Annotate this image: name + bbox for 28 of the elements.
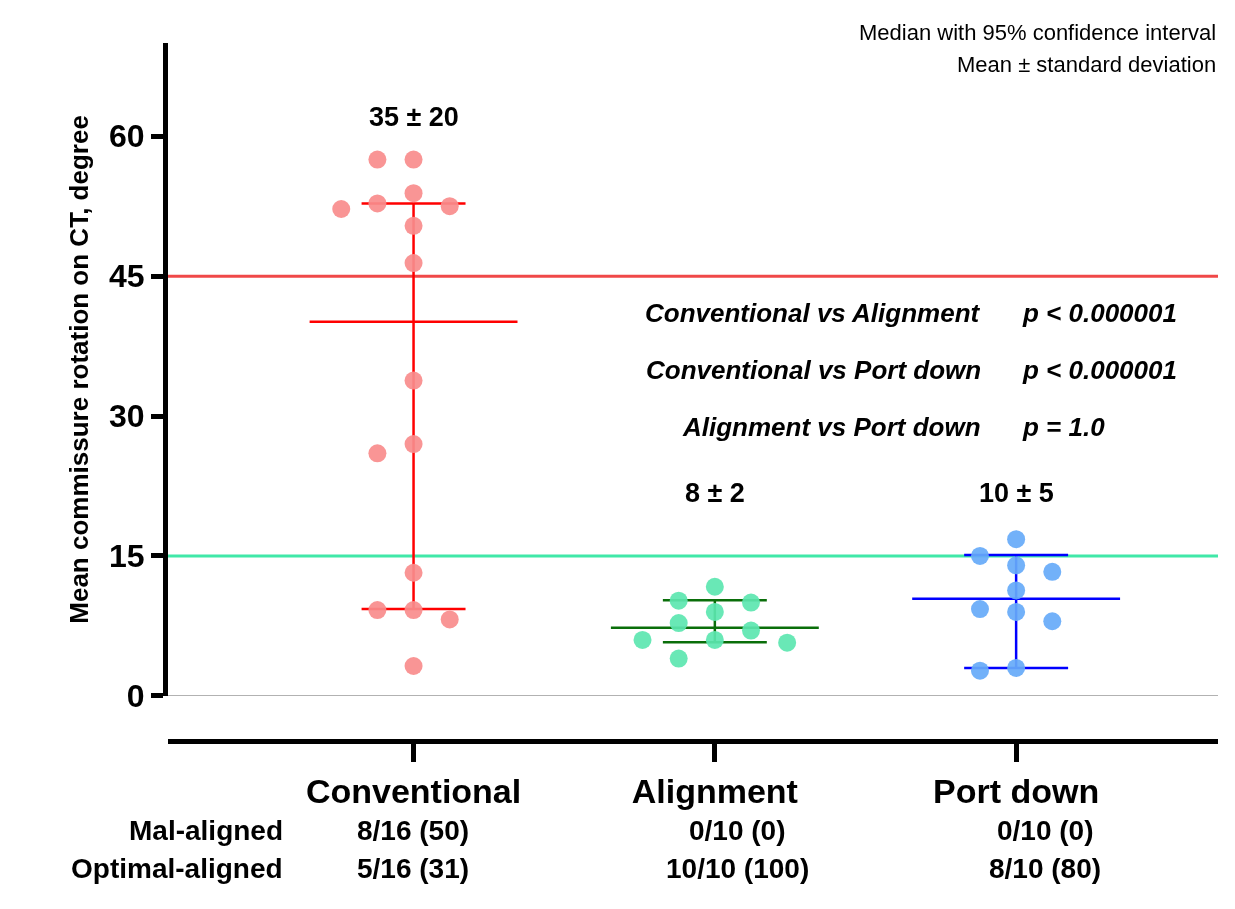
annotation: p < 0.000001 bbox=[1022, 298, 1177, 328]
y-tick-label: 15 bbox=[109, 538, 145, 575]
annotation: p = 1.0 bbox=[1022, 412, 1106, 442]
annotation: 10 ± 5 bbox=[979, 478, 1054, 508]
annotation: Conventional vs Port down bbox=[646, 355, 982, 385]
text: Optimal-aligned bbox=[71, 853, 283, 884]
annotation: 8 ± 2 bbox=[685, 478, 745, 508]
text: 0/10 (0) bbox=[997, 815, 1094, 846]
text: 0/10 (0) bbox=[689, 815, 786, 846]
x-tick-label: Port down bbox=[933, 772, 1100, 811]
y-tick-label: 45 bbox=[109, 258, 145, 295]
y-tick-label: 0 bbox=[126, 678, 145, 715]
text: 8/16 (50) bbox=[357, 815, 470, 846]
text: 8/10 (80) bbox=[989, 853, 1102, 884]
annotation: Median with 95% confidence interval bbox=[859, 20, 1217, 45]
annotation: Mean ± standard deviation bbox=[957, 52, 1217, 77]
annotation: Alignment vs Port down bbox=[682, 412, 981, 442]
annotation: Conventional vs Alignment bbox=[645, 298, 981, 328]
x-tick-label: Alignment bbox=[631, 772, 798, 811]
y-axis-title: Mean commissure rotation on CT, degree bbox=[64, 115, 95, 624]
text: 10/10 (100) bbox=[666, 853, 810, 884]
text: 5/16 (31) bbox=[357, 853, 470, 884]
x-tick-label: Conventional bbox=[305, 772, 522, 811]
y-tick-label: 30 bbox=[109, 398, 145, 435]
annotation: 35 ± 20 bbox=[369, 102, 459, 132]
annotation: p < 0.000001 bbox=[1022, 355, 1177, 385]
text: Mal-aligned bbox=[129, 815, 284, 846]
y-tick-label: 60 bbox=[109, 118, 145, 155]
